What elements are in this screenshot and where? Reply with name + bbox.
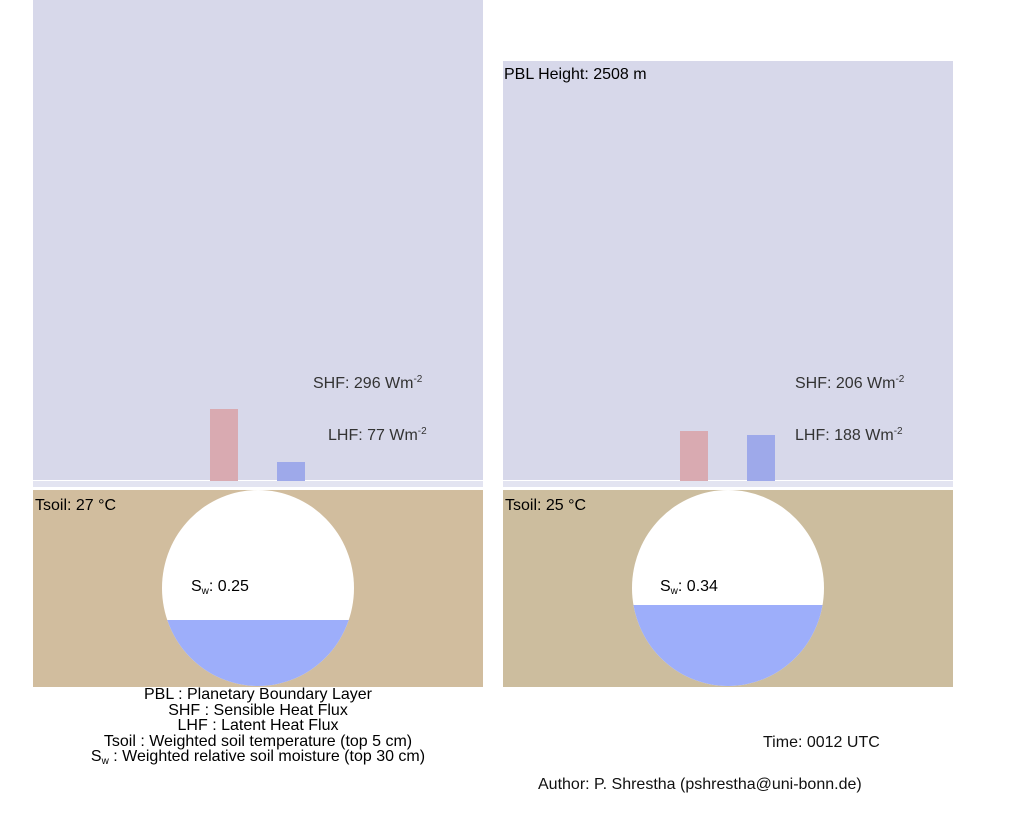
atmosphere-surface-strip-left <box>33 481 483 487</box>
pbl-height-label: PBL Height: 2508 m <box>504 66 647 83</box>
shf-bar-right <box>680 431 708 481</box>
atmosphere-area-right <box>503 61 953 480</box>
legend-line-shf: SHF : Sensible Heat Flux <box>168 701 348 719</box>
legend-line-tsoil: Tsoil : Weighted soil temperature (top 5… <box>103 732 413 750</box>
shf-label-right: SHF: 206 Wm-2 <box>795 374 905 392</box>
sw-label-left: Sw: 0.25 <box>191 578 249 597</box>
lhf-bar-right <box>747 435 775 481</box>
soil-moisture-circle-left <box>162 490 354 686</box>
atmosphere-surface-strip-right <box>503 481 953 487</box>
tsoil-label-right: Tsoil: 25 °C <box>505 497 587 514</box>
soil-water-fill-left <box>162 620 354 686</box>
lhf-bar-left <box>277 462 305 481</box>
atmosphere-area-left <box>33 0 483 480</box>
shf-label-left: SHF: 296 Wm-2 <box>313 374 423 392</box>
legend-line-pbl: PBL : Planetary Boundary Layer <box>144 686 372 703</box>
soil-moisture-circle-right <box>632 490 824 686</box>
lhf-label-right: LHF: 188 Wm-2 <box>795 426 903 444</box>
tsoil-label-left: Tsoil: 27 °C <box>35 497 117 514</box>
author-label: Author: P. Shrestha (pshrestha@uni-bonn.… <box>538 776 862 793</box>
legend: PBL : Planetary Boundary Layer SHF : Sen… <box>33 687 483 770</box>
lhf-label-left: LHF: 77 Wm-2 <box>328 426 427 444</box>
sw-label-right: Sw: 0.34 <box>660 578 718 597</box>
legend-line-sw: Sw : Weighted relative soil moisture (to… <box>90 748 426 768</box>
soil-water-fill-right <box>632 605 824 686</box>
time-label: Time: 0012 UTC <box>763 734 880 751</box>
legend-line-lhf: LHF : Latent Heat Flux <box>177 717 339 734</box>
shf-bar-left <box>210 409 238 481</box>
